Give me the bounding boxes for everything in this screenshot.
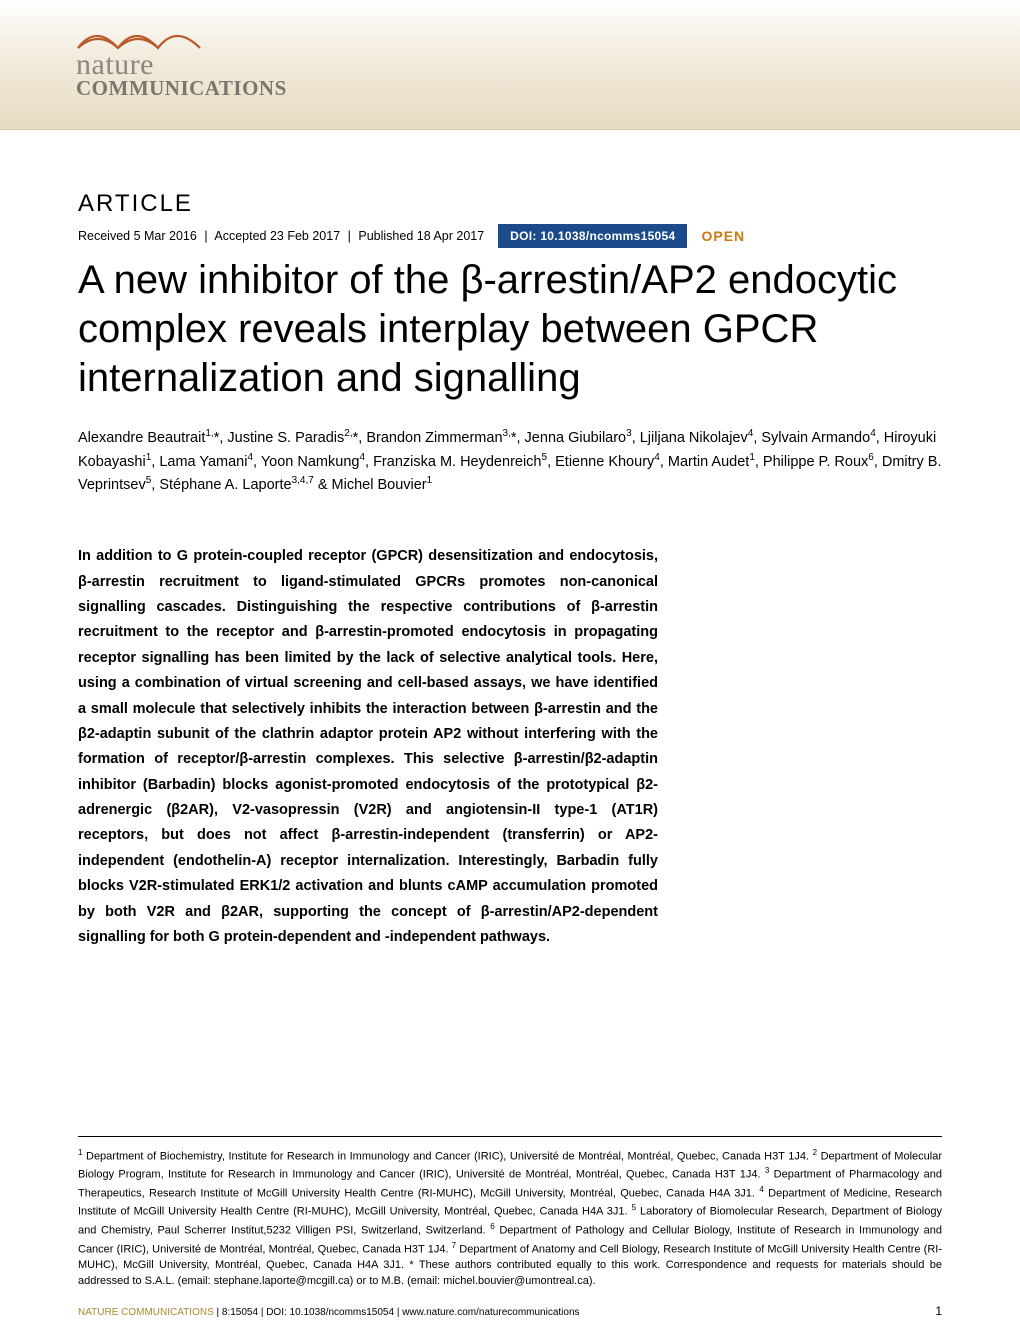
footer-journal-name: NATURE COMMUNICATIONS <box>78 1307 214 1318</box>
dateline-row: Received 5 Mar 2016 | Accepted 23 Feb 20… <box>78 224 942 248</box>
journal-logo: nature COMMUNICATIONS <box>76 18 287 99</box>
accepted-date: Accepted 23 Feb 2017 <box>214 229 340 243</box>
separator: | <box>204 229 207 243</box>
page-number: 1 <box>935 1304 942 1318</box>
footer-citation: NATURE COMMUNICATIONS | 8:15054 | DOI: 1… <box>78 1307 580 1318</box>
received-date: Received 5 Mar 2016 <box>78 229 197 243</box>
abstract: In addition to G protein-coupled recepto… <box>78 544 658 950</box>
published-date: Published 18 Apr 2017 <box>358 229 484 243</box>
doi-badge: DOI: 10.1038/ncomms15054 <box>498 224 687 248</box>
dateline: Received 5 Mar 2016 | Accepted 23 Feb 20… <box>78 229 484 243</box>
article-content: ARTICLE Received 5 Mar 2016 | Accepted 2… <box>0 130 1020 950</box>
affiliations-block: 1 Department of Biochemistry, Institute … <box>78 1136 942 1290</box>
affiliations-text: 1 Department of Biochemistry, Institute … <box>78 1147 942 1290</box>
logo-text-communications: COMMUNICATIONS <box>76 78 287 99</box>
article-type-label: ARTICLE <box>78 190 942 218</box>
article-title: A new inhibitor of the β-arrestin/AP2 en… <box>78 256 942 402</box>
open-access-badge: OPEN <box>701 228 745 244</box>
separator: | <box>348 229 351 243</box>
footer-citation-text: | 8:15054 | DOI: 10.1038/ncomms15054 | w… <box>214 1307 580 1318</box>
journal-header-band: nature COMMUNICATIONS <box>0 0 1020 130</box>
author-list: Alexandre Beautrait1,*, Justine S. Parad… <box>78 426 942 496</box>
